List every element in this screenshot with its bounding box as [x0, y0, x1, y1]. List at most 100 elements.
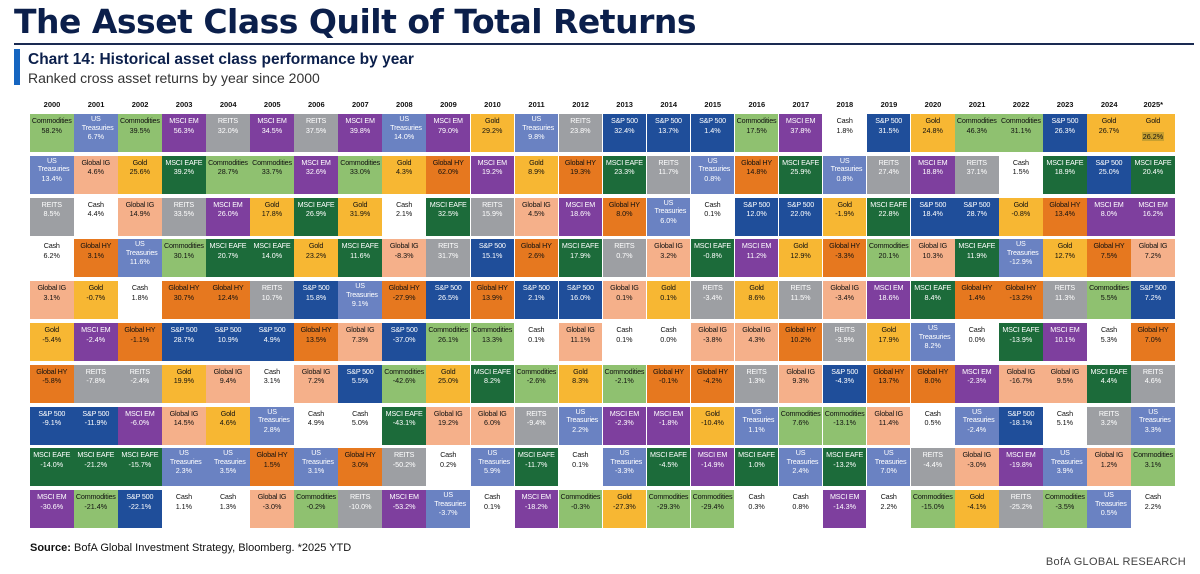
quilt-cell: Cash 6.2%	[30, 239, 74, 278]
quilt-cell: Gold 26.7%	[1087, 114, 1131, 152]
asset-name: Global IG	[213, 366, 243, 376]
return-value: 56.3%	[173, 125, 195, 135]
quilt-cell: Gold 29.2%	[470, 114, 514, 152]
quilt-cell: Gold 24.8%	[911, 114, 955, 152]
asset-name: Commodities	[692, 492, 733, 502]
return-value: 58.2%	[41, 125, 62, 135]
return-value: -0.3%	[570, 501, 590, 511]
asset-name: Global IG	[125, 199, 155, 209]
quilt-cell: MSCI EM -6.0%	[118, 406, 162, 445]
asset-name: Gold	[881, 325, 896, 334]
quilt-cell: Cash 5.1%	[1043, 406, 1087, 445]
quilt-cell: Global IG 9.5%	[1043, 364, 1087, 403]
quilt-cell: US Treasuries -12.9%	[999, 239, 1043, 278]
asset-name: Commodities	[208, 157, 248, 167]
return-value: -1.1%	[130, 334, 150, 344]
asset-name: US Treasuries	[1006, 239, 1039, 257]
asset-name: S&P 500	[258, 325, 286, 334]
asset-name: Commodities	[31, 116, 72, 125]
year-label: 2000	[43, 100, 61, 109]
asset-name: US Treasuries	[81, 114, 114, 132]
return-value: -15.7%	[128, 459, 152, 469]
asset-name: MSCI EAFE	[473, 366, 511, 376]
quilt-cell: S&P 500 2.1%	[514, 281, 559, 320]
quilt-cell: MSCI EM 8.0%	[1087, 197, 1131, 236]
quilt-cell: REITS 4.6%	[1131, 364, 1175, 403]
asset-name: REITS	[702, 283, 723, 293]
quilt-cell: REITS 10.7%	[250, 281, 294, 320]
quilt-cell: MSCI EM 19.2%	[470, 155, 514, 194]
return-value: 0.3%	[748, 501, 765, 511]
year-label: 2012	[572, 100, 589, 109]
asset-name: MSCI EAFE	[694, 241, 731, 251]
return-value: -2.4%	[86, 334, 106, 344]
asset-name: US Treasuries	[698, 155, 731, 174]
return-value: -18.2%	[524, 501, 548, 511]
asset-name: US Treasuries	[742, 406, 775, 425]
return-value: -30.6%	[40, 501, 64, 511]
year-label: 2021	[968, 100, 986, 109]
return-value: 3.3%	[1144, 424, 1162, 434]
quilt-cell: Gold 19.9%	[162, 364, 206, 403]
return-value: 12.7%	[1054, 250, 1076, 260]
quilt-cell: Global IG 6.0%	[470, 406, 514, 445]
quilt-cell: REITS -7.8%	[74, 364, 118, 403]
return-value: 8.0%	[924, 376, 941, 386]
return-value: 11.6%	[350, 250, 371, 260]
return-value: 10.9%	[217, 334, 239, 344]
return-value: 7.3%	[351, 334, 369, 344]
return-value: 5.5%	[351, 376, 369, 386]
return-value: -3.7%	[438, 508, 458, 518]
return-value: -1.8%	[659, 418, 678, 428]
return-value: 4.6%	[1144, 376, 1162, 386]
quilt-cell: Cash 0.1%	[690, 197, 735, 236]
return-value: -4.5%	[659, 459, 678, 469]
asset-name: MSCI EM	[521, 492, 552, 502]
return-value: -14.9%	[701, 459, 724, 469]
asset-name: Gold	[44, 325, 60, 334]
return-value: 5.1%	[1056, 418, 1074, 428]
asset-name: REITS	[570, 116, 591, 125]
return-value: 13.9%	[482, 292, 503, 302]
return-value: -13.2%	[1009, 292, 1033, 302]
quilt-cell: MSCI EAFE -14.0%	[30, 448, 74, 487]
return-value: -16.7%	[1009, 376, 1033, 386]
asset-name: US Treasuries	[786, 448, 819, 466]
return-value: -11.9%	[84, 418, 107, 428]
quilt-cell: Commodities -21.4%	[74, 490, 118, 529]
quilt-cell: Cash 0.8%	[778, 490, 823, 529]
asset-name: S&P 500	[214, 325, 242, 334]
return-value: 11.7%	[658, 167, 679, 177]
return-value: 27.4%	[878, 167, 899, 177]
quilt-cell: MSCI EAFE -11.7%	[514, 448, 559, 487]
asset-name: Gold	[485, 116, 500, 125]
asset-name: MSCI EM	[565, 199, 596, 209]
return-value: -27.3%	[613, 501, 636, 511]
return-value: 18.6%	[878, 292, 899, 302]
return-value: 26.2%	[1141, 131, 1165, 141]
asset-name: Commodities	[1089, 283, 1129, 293]
quilt-cell: S&P 500 25.0%	[1087, 155, 1131, 194]
quilt-cell: Cash 1.8%	[118, 281, 162, 320]
asset-name: S&P 500	[1139, 283, 1167, 293]
return-value: 2.1%	[395, 209, 413, 219]
asset-name: Commodities	[296, 492, 336, 502]
return-value: -22.1%	[128, 501, 152, 511]
asset-name: Global IG	[37, 283, 67, 293]
return-value: 6.2%	[43, 250, 60, 260]
quilt-cell: Gold -10.4%	[690, 406, 735, 445]
asset-name: MSCI EAFE	[517, 450, 555, 460]
quilt-cell: MSCI EAFE 20.7%	[206, 239, 250, 278]
quilt-cell: Global IG 14.9%	[118, 197, 162, 236]
quilt-cell: US Treasuries 1.1%	[734, 406, 779, 445]
quilt-cell: MSCI EM 18.6%	[866, 281, 911, 320]
year-label: 2015	[704, 100, 722, 109]
return-value: 39.8%	[349, 125, 371, 135]
quilt-cell: Commodities 33.0%	[338, 155, 382, 194]
quilt-cell: MSCI EM -14.3%	[822, 490, 867, 529]
asset-name: Commodities	[824, 408, 865, 418]
quilt-cell: S&P 500 28.7%	[955, 197, 999, 236]
quilt-cell: MSCI EAFE 26.9%	[294, 197, 338, 236]
return-value: -0.2%	[306, 501, 326, 511]
asset-name: Global IG	[610, 283, 639, 293]
